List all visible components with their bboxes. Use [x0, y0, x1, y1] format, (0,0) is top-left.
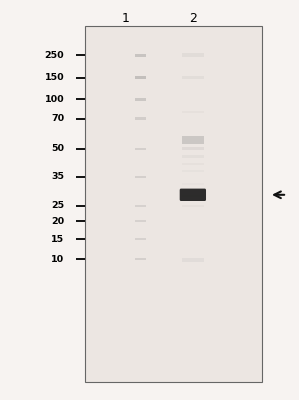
Text: 10: 10 [51, 255, 64, 264]
Bar [182, 204, 204, 207]
Text: 2: 2 [189, 12, 197, 24]
FancyBboxPatch shape [180, 188, 206, 201]
Bar [182, 170, 204, 172]
Bar [135, 76, 146, 79]
Text: 100: 100 [45, 95, 64, 104]
Bar [182, 258, 204, 262]
Bar [135, 238, 146, 240]
Bar [135, 205, 146, 207]
Bar [182, 53, 204, 57]
Text: 35: 35 [51, 172, 64, 181]
Bar [135, 98, 146, 100]
Bar [182, 183, 204, 185]
Text: 70: 70 [51, 114, 64, 123]
Text: 25: 25 [51, 202, 64, 210]
Bar [182, 147, 204, 150]
Bar [182, 76, 204, 79]
Text: 1: 1 [122, 12, 129, 24]
Bar [135, 176, 146, 178]
Bar [182, 163, 204, 165]
Bar [135, 258, 146, 260]
Bar [182, 195, 204, 197]
Text: 150: 150 [45, 73, 64, 82]
Bar [182, 136, 204, 144]
Text: 50: 50 [51, 144, 64, 153]
Text: 250: 250 [45, 51, 64, 60]
Bar [135, 54, 146, 56]
Bar [135, 118, 146, 120]
Bar [135, 148, 146, 150]
Bar [85, 26, 262, 382]
Bar [182, 110, 204, 114]
Text: 20: 20 [51, 217, 64, 226]
Bar [135, 220, 146, 222]
Text: 15: 15 [51, 235, 64, 244]
Bar [182, 155, 204, 158]
